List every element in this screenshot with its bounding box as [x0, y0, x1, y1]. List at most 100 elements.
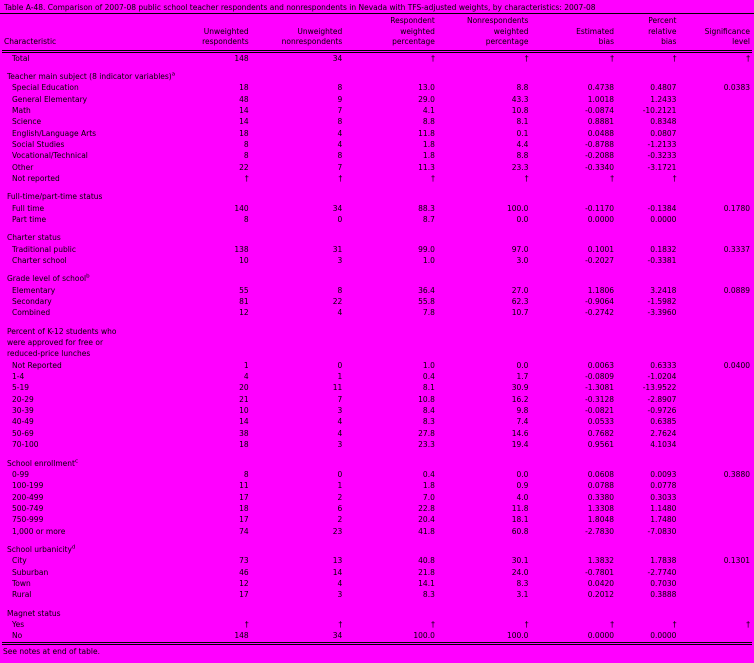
data-cell: 18: [239, 128, 249, 138]
data-cell: -0.0809: [585, 372, 615, 382]
data-cell: 29.0: [418, 94, 435, 104]
data-cell: 0.4738: [587, 83, 615, 93]
data-cell: †: [610, 173, 615, 183]
data-cell: 74: [239, 526, 249, 536]
data-cell: 8.8: [422, 117, 435, 127]
data-cell: -10.2121: [642, 105, 677, 115]
data-cell: 0.3033: [650, 492, 677, 502]
table-row: General Elementary 48 9 29.0 43.3 1.0018 1.243…: [2, 94, 752, 105]
data-cell: 0.9: [516, 481, 529, 491]
data-cell: 17: [239, 492, 249, 502]
data-cell: 3.0: [516, 256, 529, 265]
data-cell: [678, 503, 752, 514]
data-cell: 9: [337, 94, 343, 104]
data-cell: †: [431, 53, 435, 63]
data-cell: [678, 514, 752, 525]
data-cell: 97.0: [511, 244, 529, 254]
row-label: Suburban: [12, 567, 49, 577]
data-cell: -0.2027: [585, 256, 615, 265]
data-cell: 3.1: [516, 590, 529, 600]
data-cell: 10: [239, 406, 249, 416]
spacer-row: [2, 601, 752, 608]
data-cell: 55: [239, 285, 249, 295]
data-cell: 1: [243, 360, 249, 370]
row-label: 1,000 or more: [12, 526, 66, 536]
data-cell: [678, 94, 752, 105]
data-cell: 0.0778: [650, 481, 677, 491]
data-cell: †: [244, 619, 249, 629]
data-cell: 4: [337, 428, 343, 438]
spacer-cell: [2, 319, 752, 326]
data-cell: 1: [337, 481, 343, 491]
data-cell: -0.1384: [647, 203, 677, 213]
data-cell: 19.4: [511, 440, 529, 450]
data-cell: 62.3: [511, 297, 529, 307]
row-label: Full time: [12, 203, 45, 213]
data-cell: 34: [332, 53, 343, 63]
data-cell: 14.6: [511, 428, 529, 438]
section-header-label: Charter status: [7, 233, 61, 243]
data-cell: 1.7480: [650, 515, 677, 525]
data-cell: -0.2742: [585, 308, 615, 318]
data-cell: 0.3380: [587, 492, 615, 502]
row-label: Math: [12, 105, 31, 115]
table-row: Rural 17 3 8.3 3.1 0.2012 0.3888: [2, 589, 752, 600]
section-header-row: Full-time/part-time status: [2, 191, 752, 202]
data-cell: 2.7624: [650, 428, 677, 438]
table-row: 50-69 38 4 27.8 14.6 0.7682 2.7624: [2, 428, 752, 439]
table-row: Not Reported 1 0 1.0 0.0 0.0063 0.6333 0.0400: [2, 360, 752, 371]
data-cell: 22: [332, 297, 343, 307]
data-cell: †: [338, 619, 343, 629]
row-label: Vocational/Technical: [12, 151, 88, 161]
data-cell: †: [746, 619, 750, 629]
spacer-cell: [2, 225, 752, 232]
data-cell: 14: [239, 417, 249, 427]
footnote-marker: a: [171, 71, 176, 78]
data-cell: 8: [337, 83, 343, 93]
table-row: English/Language Arts 18 4 11.8 0.1 0.0488 0.0…: [2, 128, 752, 139]
data-cell: 73: [239, 556, 249, 566]
data-cell: 0.7682: [587, 428, 615, 438]
data-cell: 43.3: [511, 94, 529, 104]
table-row: 1-4 4 1 0.4 1.7 -0.0809 -1.0204: [2, 371, 752, 382]
data-cell: 0.4: [422, 469, 435, 479]
spacer-row: [2, 537, 752, 544]
footnote-marker: d: [71, 544, 76, 551]
section-header-row: Magnet status: [2, 608, 752, 619]
data-cell: 34: [332, 203, 343, 213]
data-cell: -0.3340: [585, 162, 615, 172]
data-cell: 1.8: [422, 151, 435, 161]
data-cell: 16.2: [511, 394, 529, 404]
data-cell: -0.0874: [585, 105, 615, 115]
row-label: Charter school: [12, 256, 67, 265]
data-cell: 1.3308: [587, 503, 615, 513]
data-cell: [678, 105, 752, 116]
data-cell: 0.0807: [650, 128, 677, 138]
data-cell: 4: [243, 372, 249, 382]
data-cell: -13.9522: [642, 383, 677, 393]
data-cell: 0.0000: [650, 214, 677, 224]
row-label: Special Education: [12, 83, 79, 93]
row-label: Not Reported: [12, 360, 62, 370]
table-header: Characteristic Unweighted respondents Unwe…: [2, 14, 752, 53]
data-cell: 0.0608: [587, 469, 615, 479]
section-header-label: Full-time/part-time status: [7, 192, 103, 202]
data-cell: [678, 371, 752, 382]
data-cell: †: [338, 173, 343, 183]
data-cell: 0.1780: [723, 203, 750, 213]
column-header: Nonrespondents weighted percentage: [436, 14, 531, 53]
data-cell: 4: [337, 417, 343, 427]
row-label: 70-100: [12, 440, 39, 450]
data-cell: 1.3832: [587, 556, 615, 566]
data-cell: 8: [337, 117, 343, 127]
data-cell: 100.0: [506, 203, 529, 213]
data-cell: 14: [332, 567, 343, 577]
section-header-label: Grade level of schoolb: [7, 273, 90, 284]
row-label: English/Language Arts: [12, 128, 97, 138]
data-cell: 10.8: [511, 105, 529, 115]
data-cell: 0.1001: [587, 244, 615, 254]
table-row: Full time 140 34 88.3 100.0 -0.1170 -0.1384 0.1…: [2, 203, 752, 214]
data-cell: 22.8: [418, 503, 435, 513]
data-cell: 7: [337, 105, 343, 115]
data-cell: [678, 128, 752, 139]
